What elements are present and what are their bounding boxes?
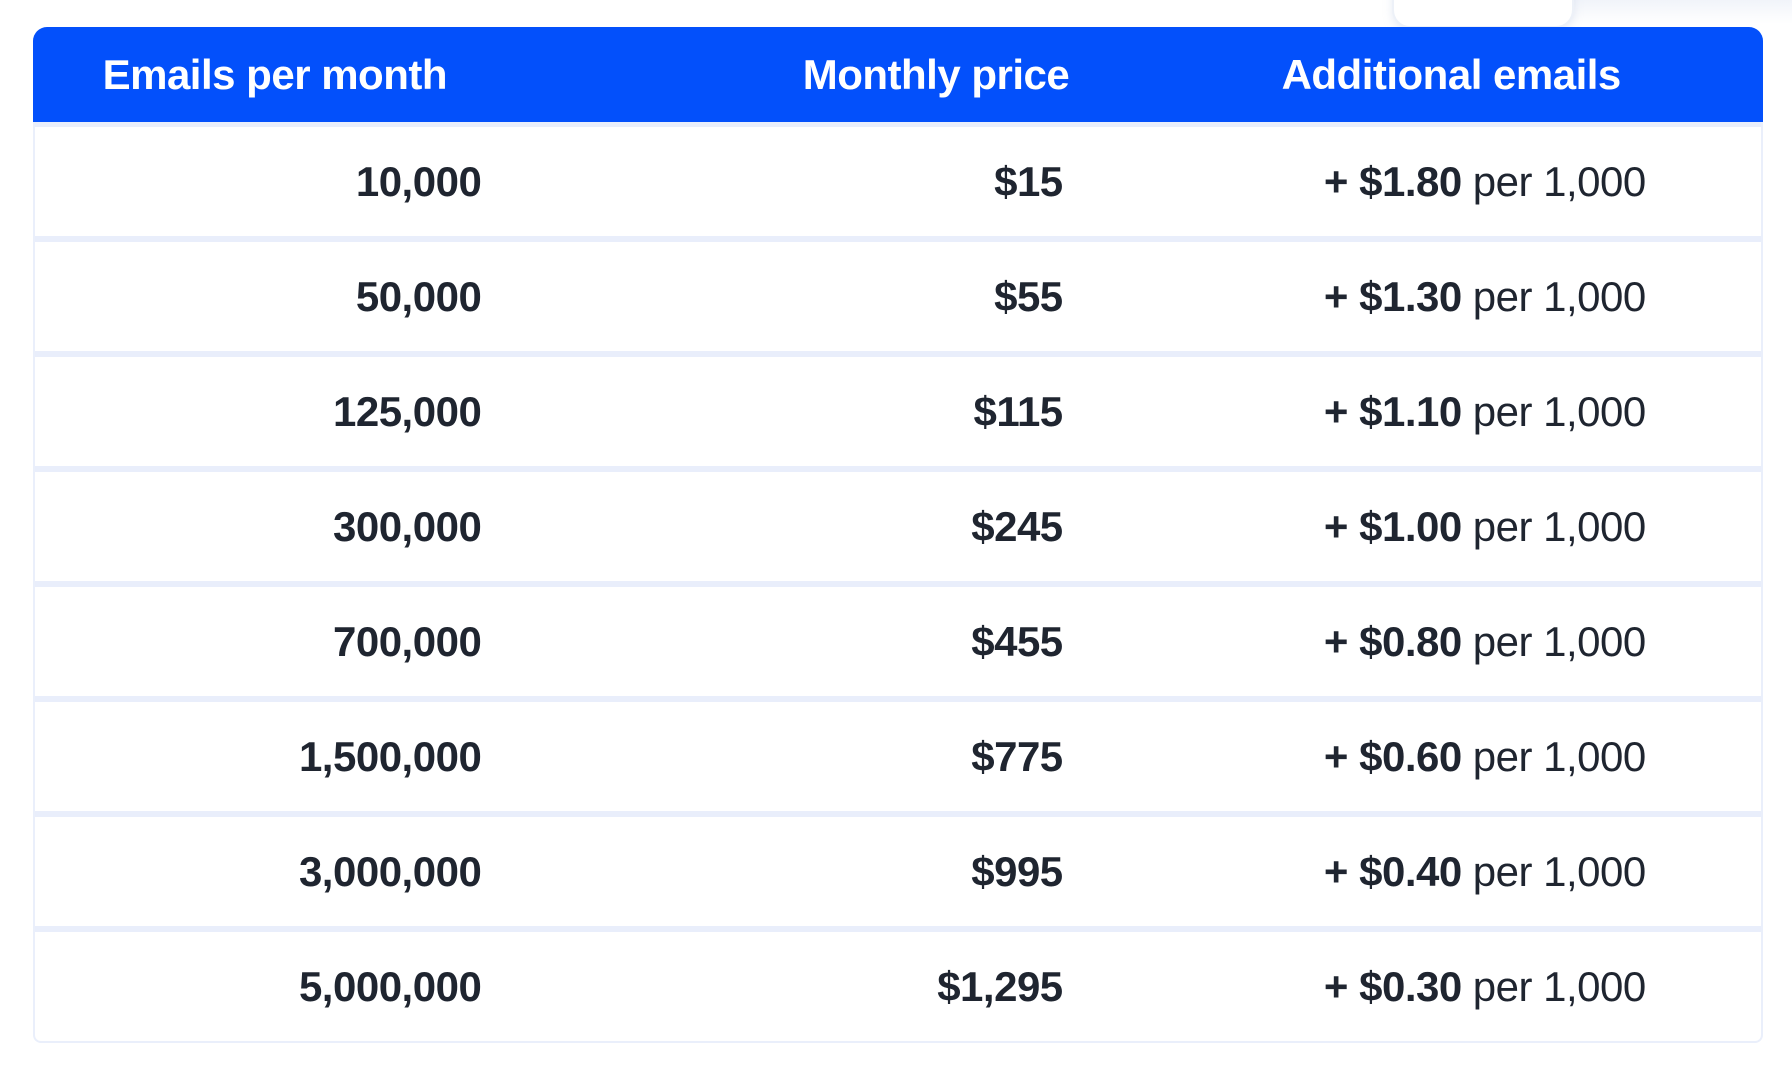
overage-unit: per 1,000 xyxy=(1472,387,1646,435)
overage-rate: + $0.60 xyxy=(1323,732,1462,780)
emails-value: 3,000,000 xyxy=(298,847,482,895)
overage-unit: per 1,000 xyxy=(1472,732,1646,780)
overage-rate: + $0.30 xyxy=(1323,962,1462,1010)
overage-unit: per 1,000 xyxy=(1472,272,1646,320)
table-header-row: Emails per month Monthly price Additiona… xyxy=(33,27,1763,122)
additional-emails-value: + $0.40 per 1,000 xyxy=(1209,848,1761,896)
price-value: $15 xyxy=(994,157,1063,205)
header-cell-additional-emails: Additional emails xyxy=(1281,50,1622,98)
emails-value: 10,000 xyxy=(355,157,482,205)
emails-value: 125,000 xyxy=(332,387,482,435)
emails-value: 300,000 xyxy=(332,502,482,550)
overage-unit: per 1,000 xyxy=(1472,157,1646,205)
overage-rate: + $1.30 xyxy=(1323,272,1462,320)
overage-rate: + $1.80 xyxy=(1323,157,1462,205)
table-row: 700,000 $455 + $0.80 per 1,000 xyxy=(35,587,1761,696)
table-body: 10,000 $15 + $1.80 per 1,000 50,000 $55 +… xyxy=(33,122,1763,1043)
emails-value: 1,500,000 xyxy=(298,732,482,780)
additional-emails-value: + $1.80 per 1,000 xyxy=(1209,158,1761,206)
additional-emails-value: + $0.30 per 1,000 xyxy=(1209,963,1761,1011)
emails-value: 700,000 xyxy=(332,617,482,665)
price-value: $115 xyxy=(973,387,1064,435)
price-value: $55 xyxy=(994,272,1063,320)
table-row: 125,000 $115 + $1.10 per 1,000 xyxy=(35,357,1761,466)
price-value: $775 xyxy=(971,732,1063,780)
table-row: 300,000 $245 + $1.00 per 1,000 xyxy=(35,472,1761,581)
price-value: $455 xyxy=(971,617,1063,665)
emails-value: 50,000 xyxy=(355,272,482,320)
price-value: $1,295 xyxy=(937,962,1063,1010)
table-row: 10,000 $15 + $1.80 per 1,000 xyxy=(35,127,1761,236)
clipped-element-top-right xyxy=(1392,0,1574,28)
overage-rate: + $1.10 xyxy=(1323,387,1462,435)
overage-unit: per 1,000 xyxy=(1472,617,1646,665)
overage-unit: per 1,000 xyxy=(1472,847,1646,895)
table-row: 1,500,000 $775 + $0.60 per 1,000 xyxy=(35,702,1761,811)
table-row: 50,000 $55 + $1.30 per 1,000 xyxy=(35,242,1761,351)
additional-emails-value: + $0.60 per 1,000 xyxy=(1209,733,1761,781)
overage-rate: + $0.80 xyxy=(1323,617,1462,665)
additional-emails-value: + $1.30 per 1,000 xyxy=(1209,273,1761,321)
email-pricing-table: Emails per month Monthly price Additiona… xyxy=(33,27,1763,1043)
table-row: 5,000,000 $1,295 + $0.30 per 1,000 xyxy=(35,932,1761,1041)
header-cell-emails-per-month: Emails per month xyxy=(102,50,448,98)
additional-emails-value: + $1.10 per 1,000 xyxy=(1209,388,1761,436)
emails-value: 5,000,000 xyxy=(298,962,482,1010)
overage-unit: per 1,000 xyxy=(1472,962,1646,1010)
overage-rate: + $1.00 xyxy=(1323,502,1462,550)
price-value: $995 xyxy=(971,847,1063,895)
additional-emails-value: + $1.00 per 1,000 xyxy=(1209,503,1761,551)
header-cell-monthly-price: Monthly price xyxy=(802,50,1070,98)
table-row: 3,000,000 $995 + $0.40 per 1,000 xyxy=(35,817,1761,926)
price-value: $245 xyxy=(971,502,1063,550)
additional-emails-value: + $0.80 per 1,000 xyxy=(1209,618,1761,666)
overage-unit: per 1,000 xyxy=(1472,502,1646,550)
overage-rate: + $0.40 xyxy=(1323,847,1462,895)
